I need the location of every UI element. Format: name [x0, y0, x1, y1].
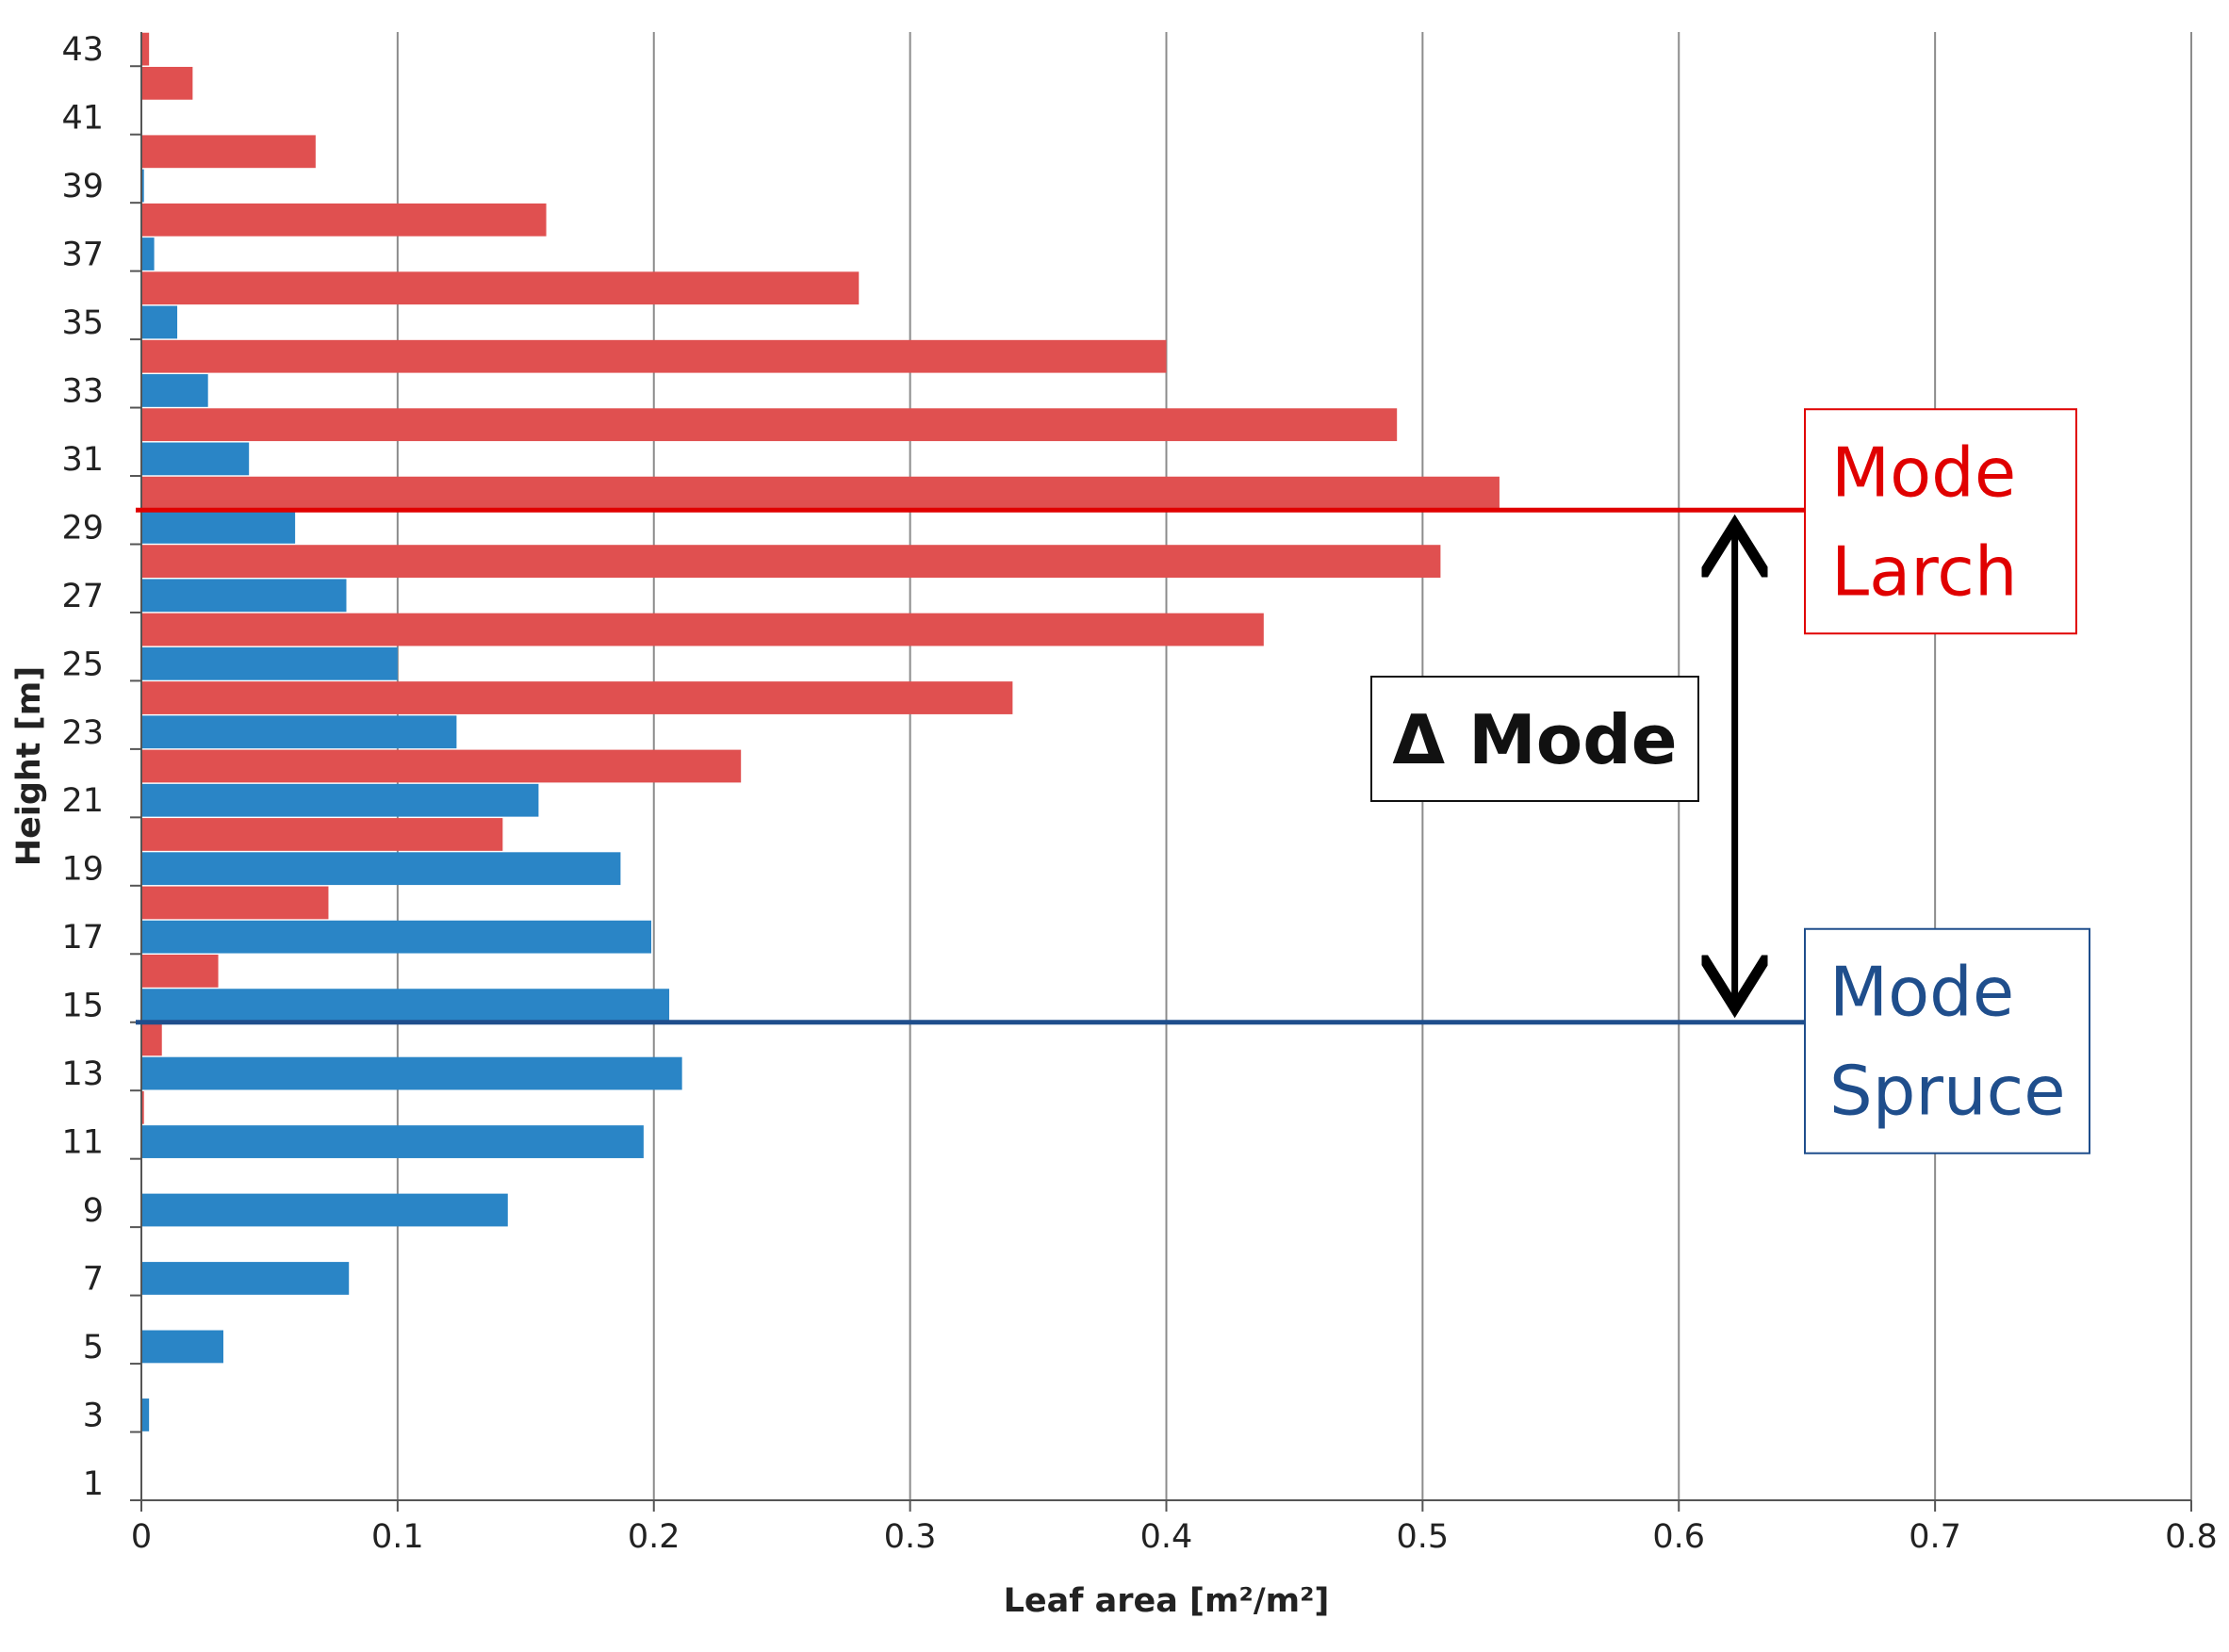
- delta-mode-label: Δ Mode: [1392, 700, 1677, 779]
- y-tick-label: 33: [61, 372, 104, 410]
- bar-spruce-h33: [141, 374, 208, 407]
- y-tick-label: 23: [61, 714, 104, 752]
- x-tick-label: 0.4: [1140, 1518, 1193, 1556]
- mode-larch-label: Larch: [1831, 532, 2017, 611]
- bar-larch-h16: [141, 955, 219, 988]
- x-tick-label: 0.8: [2165, 1518, 2218, 1556]
- bar-larch-h42: [141, 66, 193, 100]
- y-tick-label: 41: [61, 100, 104, 138]
- y-tick-label: 39: [61, 168, 104, 205]
- bar-spruce-h23: [141, 715, 457, 749]
- y-tick-label: 43: [61, 31, 104, 69]
- mode-spruce-box: [1804, 927, 2090, 1154]
- delta-mode-box: [1370, 676, 1699, 802]
- bar-spruce-h35: [141, 305, 178, 339]
- x-tick-label: 0.6: [1652, 1518, 1705, 1556]
- y-tick-label: 25: [61, 646, 104, 683]
- y-tick-label: 17: [61, 919, 104, 957]
- bar-spruce-h3: [141, 1398, 150, 1431]
- bar-spruce-h27: [141, 579, 347, 613]
- bar-larch-h22: [141, 749, 742, 783]
- axes: 0 0.1 0.2 0.3 0.4 0.5 0.6 0.7 0.8135791113151719…: [10, 31, 2218, 1620]
- bar-spruce-h39: [141, 169, 144, 203]
- bar-spruce-h37: [141, 237, 155, 270]
- bar-spruce-h21: [141, 783, 539, 817]
- bar-spruce-h17: [141, 920, 652, 954]
- bar-spruce-h15: [141, 989, 670, 1022]
- bar-larch-h30: [141, 476, 1500, 510]
- bar-spruce-h9: [141, 1193, 508, 1227]
- y-tick-label: 11: [61, 1124, 104, 1162]
- bar-larch-h20: [141, 818, 503, 851]
- bar-larch-h12: [141, 1090, 144, 1124]
- y-tick-label: 37: [61, 237, 104, 274]
- x-tick-label: 0.1: [371, 1518, 424, 1556]
- bar-larch-h38: [141, 203, 547, 237]
- x-tick-label: 0.7: [1909, 1518, 1961, 1556]
- mode-spruce-label: Spruce: [1829, 1052, 2066, 1131]
- bar-larch-h18: [141, 886, 329, 920]
- bar-larch-h40: [141, 135, 316, 169]
- bar-larch-h24: [141, 681, 1013, 714]
- x-tick-label: 0: [131, 1518, 152, 1556]
- y-axis-title: Height [m]: [10, 666, 48, 866]
- x-tick-label: 0.5: [1397, 1518, 1450, 1556]
- y-tick-label: 35: [61, 304, 104, 342]
- bar-spruce-h7: [141, 1262, 350, 1295]
- y-tick-label: 19: [61, 851, 104, 889]
- y-tick-label: 13: [61, 1055, 104, 1093]
- bar-larch-h36: [141, 271, 860, 305]
- y-tick-label: 29: [61, 509, 104, 547]
- y-tick-label: 3: [83, 1397, 104, 1434]
- y-tick-label: 31: [61, 441, 104, 479]
- bar-larch-h28: [141, 545, 1441, 578]
- bar-larch-h14: [141, 1022, 162, 1056]
- bar-larch-h34: [141, 339, 1167, 373]
- y-tick-label: 7: [83, 1260, 104, 1298]
- y-tick-label: 9: [83, 1192, 104, 1230]
- x-axis-title: Leaf area [m²/m²]: [1004, 1582, 1330, 1620]
- x-tick-label: 0.2: [628, 1518, 680, 1556]
- mode-spruce-label: Mode: [1829, 953, 2014, 1032]
- bars: [141, 32, 1500, 1431]
- bar-spruce-h13: [141, 1056, 682, 1090]
- bar-spruce-h31: [141, 442, 250, 476]
- bar-larch-h43: [141, 32, 150, 66]
- mode-larch-box: [1804, 408, 2077, 635]
- bar-larch-h26: [141, 613, 1264, 646]
- y-tick-label: 15: [61, 988, 104, 1025]
- y-tick-label: 21: [61, 782, 104, 820]
- bar-spruce-h11: [141, 1125, 644, 1158]
- bar-spruce-h29: [141, 510, 296, 544]
- bar-spruce-h25: [141, 646, 398, 680]
- y-tick-label: 1: [83, 1465, 104, 1503]
- y-tick-label: 5: [83, 1329, 104, 1366]
- bar-spruce-h5: [141, 1330, 223, 1364]
- mode-larch-label: Mode: [1831, 433, 2016, 512]
- annotations: Mode Larch Mode Spruce Δ Mode: [136, 408, 2090, 1154]
- bar-larch-h32: [141, 408, 1398, 442]
- bar-spruce-h19: [141, 852, 621, 886]
- y-tick-label: 27: [61, 578, 104, 615]
- x-tick-label: 0.3: [884, 1518, 937, 1556]
